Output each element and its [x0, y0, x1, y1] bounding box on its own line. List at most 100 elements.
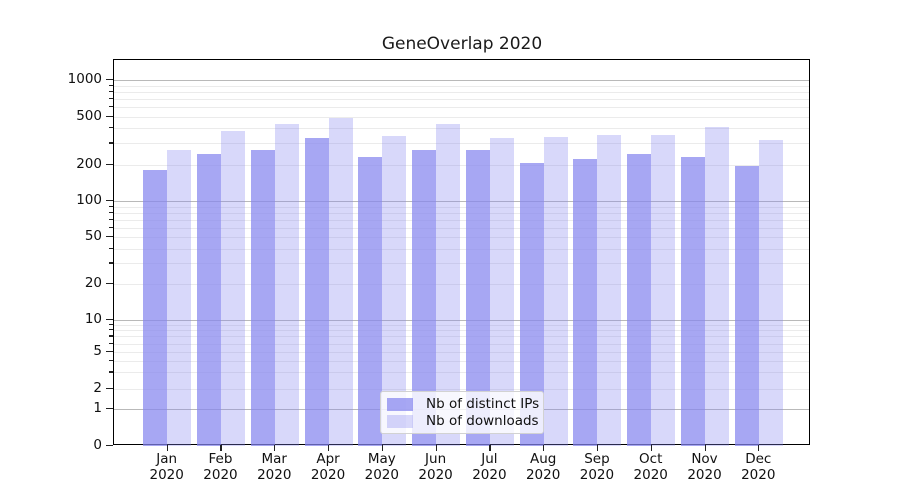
- x-tick-label-apr: Apr 2020: [296, 451, 360, 483]
- y-tick-label: 100: [76, 192, 102, 209]
- minor-gridline: [114, 212, 809, 214]
- y-tick: [106, 283, 113, 285]
- minor-gridline: [114, 91, 809, 93]
- minor-gridline: [114, 106, 809, 108]
- minor-gridline: [114, 219, 809, 221]
- x-tick: [758, 445, 760, 451]
- legend-label-downloads: Nb of downloads: [426, 413, 539, 429]
- bar-distinct-ips-feb: [196, 154, 221, 446]
- major-gridline: [114, 319, 809, 321]
- y-minor-tick: [109, 211, 113, 213]
- bar-distinct-ips-nov: [681, 157, 705, 446]
- x-tick-year: 2020: [203, 467, 238, 483]
- x-tick-year: 2020: [741, 467, 776, 483]
- x-tick: [220, 445, 222, 451]
- minor-gridline: [114, 128, 809, 130]
- y-tick: [106, 387, 113, 389]
- x-tick-label-nov: Nov 2020: [673, 451, 737, 483]
- minor-gridline: [114, 343, 809, 345]
- x-tick-month: Oct: [639, 451, 663, 467]
- x-tick-year: 2020: [418, 467, 453, 483]
- y-tick: [106, 407, 113, 409]
- y-tick: [106, 200, 113, 202]
- minor-gridline: [114, 143, 809, 145]
- bar-downloads-apr: [328, 117, 353, 446]
- x-tick-month: Dec: [745, 451, 772, 467]
- bar-distinct-ips-oct: [627, 154, 652, 446]
- y-tick-label: 5: [93, 343, 102, 359]
- x-tick: [543, 445, 545, 451]
- minor-gridline: [114, 263, 809, 265]
- x-tick-label-jun: Jun 2020: [404, 451, 468, 483]
- y-minor-tick: [109, 97, 113, 99]
- x-tick: [435, 445, 437, 451]
- x-tick-month: Mar: [261, 451, 287, 467]
- bar-downloads-dec: [758, 140, 783, 446]
- bar-downloads-sep: [597, 134, 622, 446]
- x-tick-year: 2020: [472, 467, 507, 483]
- x-tick: [596, 445, 599, 451]
- y-tick: [106, 79, 113, 81]
- minor-gridline: [114, 360, 809, 362]
- y-tick-label: 20: [84, 275, 102, 292]
- bar-distinct-ips-jan: [143, 170, 168, 446]
- bar-distinct-ips-apr: [304, 138, 329, 446]
- x-tick-month: Jun: [425, 451, 447, 467]
- x-tick-label-oct: Oct 2020: [619, 451, 683, 483]
- y-minor-tick: [109, 226, 113, 228]
- x-tick-month: Jan: [156, 451, 178, 467]
- minor-gridline: [114, 330, 809, 332]
- legend-item-downloads: Nb of downloads: [387, 413, 539, 429]
- bar-distinct-ips-mar: [250, 149, 275, 446]
- minor-gridline: [114, 284, 809, 286]
- minor-gridline: [114, 336, 809, 338]
- x-tick-month: Apr: [316, 451, 340, 467]
- x-tick-month: May: [367, 451, 396, 467]
- y-minor-tick: [109, 323, 113, 325]
- minor-gridline: [114, 227, 809, 229]
- bar-downloads-feb: [220, 130, 245, 446]
- bar-downloads-oct: [651, 135, 676, 446]
- x-tick-label-aug: Aug 2020: [511, 451, 575, 483]
- y-tick: [106, 445, 113, 447]
- x-tick-month: Sep: [584, 451, 610, 467]
- plot-area: [113, 59, 810, 446]
- y-tick-label: 0: [93, 437, 102, 453]
- y-tick-label: 200: [76, 155, 102, 172]
- minor-gridline: [114, 164, 809, 166]
- y-minor-tick: [109, 218, 113, 220]
- minor-gridline: [114, 206, 809, 208]
- x-tick: [489, 445, 491, 451]
- y-tick: [106, 318, 113, 320]
- y-minor-tick: [109, 90, 113, 92]
- y-tick-label: 500: [76, 107, 102, 124]
- y-tick-label: 2: [93, 379, 102, 396]
- y-minor-tick: [109, 329, 113, 331]
- y-tick: [106, 351, 113, 353]
- x-tick: [274, 445, 276, 451]
- bar-downloads-jan: [167, 149, 192, 446]
- minor-gridline: [114, 372, 809, 374]
- minor-gridline: [114, 248, 809, 250]
- legend-item-distinct-ips: Nb of distinct IPs: [387, 396, 540, 412]
- y-minor-tick: [109, 105, 113, 108]
- x-tick-year: 2020: [364, 467, 399, 483]
- x-tick-label-jul: Jul 2020: [457, 451, 521, 483]
- x-tick: [650, 445, 652, 451]
- x-tick: [381, 445, 383, 451]
- y-minor-tick: [109, 84, 113, 86]
- x-tick-year: 2020: [579, 467, 615, 483]
- x-tick-month: Feb: [208, 451, 233, 467]
- legend-label-distinct-ips: Nb of distinct IPs: [426, 396, 540, 412]
- x-tick-month: Aug: [529, 451, 557, 467]
- x-tick-year: 2020: [310, 467, 346, 483]
- x-tick: [166, 445, 168, 451]
- y-tick-label: 50: [84, 228, 102, 244]
- y-tick-label: 1000: [67, 71, 102, 87]
- y-tick: [106, 163, 113, 165]
- x-tick-year: 2020: [633, 467, 668, 483]
- y-tick: [106, 236, 113, 238]
- y-minor-tick: [109, 247, 113, 249]
- x-tick-label-dec: Dec 2020: [726, 451, 790, 483]
